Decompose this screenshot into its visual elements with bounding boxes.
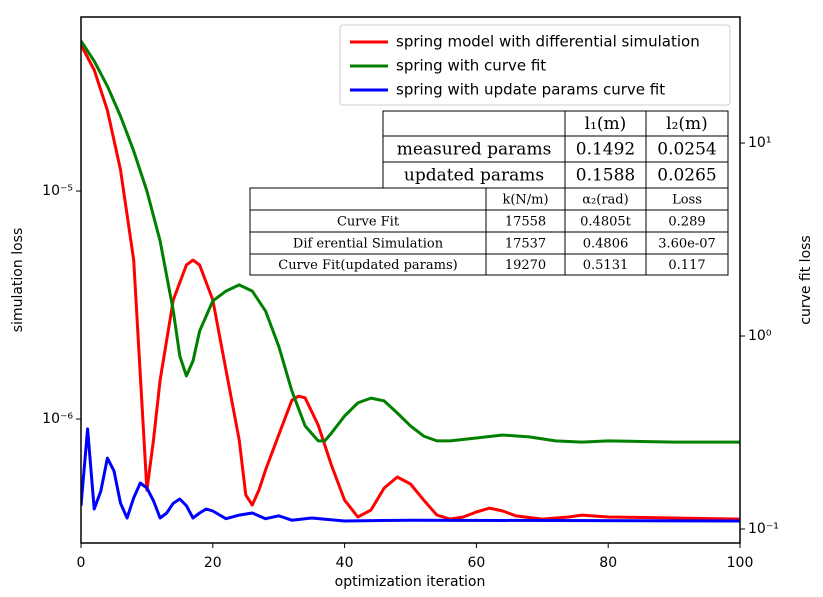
y2-tick-label: 10⁰ [748, 328, 772, 344]
table-cell: measured params [397, 140, 552, 160]
table-cell: 0.4805t [580, 215, 631, 230]
plot-frame [80, 16, 741, 544]
table-cell: updated params [404, 166, 544, 186]
series-line [81, 427, 740, 523]
table-cell: Loss [672, 193, 702, 208]
series-line [81, 40, 740, 444]
table-cell: 0.4806 [583, 237, 629, 252]
y-tick-label: 10⁻⁶ [42, 411, 73, 427]
y2-axis-label: curve fit loss [798, 235, 814, 324]
x-tick-label: 80 [599, 555, 617, 571]
table-cell: 0.5131 [583, 258, 629, 273]
x-tick-label: 60 [467, 555, 485, 571]
legend-label: spring model with differential simulatio… [396, 33, 700, 51]
table-cell: 0.0265 [657, 166, 716, 186]
x-tick-label: 0 [77, 555, 86, 571]
table-bg [382, 110, 729, 189]
x-tick-label: 100 [727, 555, 754, 571]
table-cell: α₂(rad) [582, 193, 628, 208]
y-tick-label: 10⁻⁵ [42, 183, 73, 199]
x-tick-label: 20 [204, 555, 222, 571]
table-cell: 0.1492 [576, 140, 635, 160]
table-cell: k(N/m) [502, 193, 548, 208]
table-cell: 0.1588 [576, 166, 635, 186]
table-cell: 17537 [505, 237, 546, 252]
series-line [81, 44, 740, 521]
table-cell: 19270 [505, 258, 546, 273]
legend-label: spring with update params curve fit [396, 81, 665, 99]
table-cell: Dif erential Simulation [293, 237, 444, 252]
legend-box [339, 24, 731, 106]
table-cell: 0.289 [668, 215, 705, 230]
x-axis-label: optimization iteration [335, 574, 486, 590]
y2-tick-label: 10⁻¹ [748, 521, 779, 537]
y-axis-label: simulation loss [10, 228, 26, 332]
table-cell: 0.117 [668, 258, 705, 273]
table-cell: l₁(m) [585, 114, 627, 134]
x-tick-label: 40 [336, 555, 354, 571]
table-cell: 0.0254 [657, 140, 716, 160]
table-cell: l₂(m) [666, 114, 708, 134]
table-cell: 17558 [505, 215, 546, 230]
legend-label: spring with curve fit [396, 57, 546, 75]
y2-tick-label: 10¹ [748, 135, 771, 151]
table-cell: 3.60e-07 [658, 237, 716, 252]
table-cell: Curve Fit(updated params) [278, 258, 457, 273]
table-cell: Curve Fit [337, 215, 400, 230]
